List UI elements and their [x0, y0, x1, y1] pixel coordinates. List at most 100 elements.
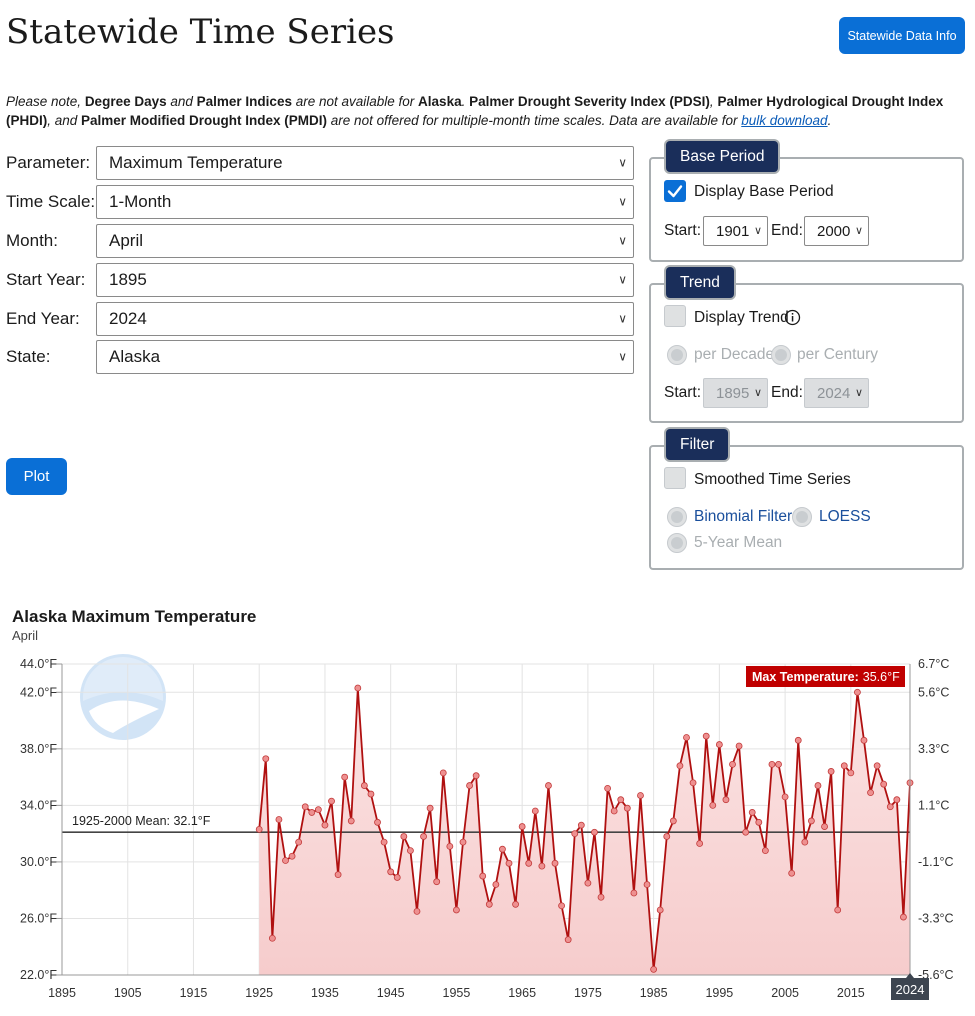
data-point[interactable] [459, 838, 467, 846]
data-point[interactable] [683, 734, 690, 741]
data-point[interactable] [867, 789, 874, 797]
data-point[interactable] [591, 828, 598, 836]
data-point[interactable] [781, 793, 789, 801]
data-point[interactable] [262, 755, 270, 763]
binomial-filter-radio[interactable] [667, 507, 687, 527]
data-point[interactable] [367, 790, 375, 798]
trend-end-select[interactable]: 2024 ∨ [804, 378, 869, 408]
data-point[interactable] [492, 881, 500, 888]
data-point[interactable] [518, 823, 526, 830]
data-point[interactable] [538, 862, 546, 870]
parameter-select[interactable]: Maximum Temperature ∨ [96, 146, 634, 180]
data-point[interactable] [847, 769, 855, 777]
data-point[interactable] [821, 823, 828, 830]
data-point[interactable] [748, 809, 756, 816]
month-select[interactable]: April ∨ [96, 224, 634, 258]
data-point[interactable] [341, 773, 349, 781]
per-decade-radio[interactable] [667, 345, 687, 365]
data-point[interactable] [347, 817, 355, 825]
data-point[interactable] [735, 742, 743, 750]
data-point[interactable] [505, 859, 513, 867]
data-point[interactable] [577, 821, 585, 829]
display-base-period-checkbox[interactable] [664, 180, 686, 202]
data-point[interactable] [321, 821, 329, 829]
plot-button[interactable]: Plot [6, 458, 67, 495]
data-point[interactable] [453, 906, 460, 914]
statewide-data-info-button[interactable]: Statewide Data Info [839, 17, 965, 54]
start-year-select[interactable]: 1895 ∨ [96, 263, 634, 297]
data-point[interactable] [564, 936, 572, 944]
five-year-mean-radio[interactable] [667, 533, 687, 553]
data-point[interactable] [295, 838, 303, 846]
data-point[interactable] [314, 806, 322, 814]
data-point[interactable] [551, 859, 559, 867]
display-trend-checkbox[interactable] [664, 305, 686, 327]
data-point[interactable] [873, 762, 881, 770]
data-point[interactable] [860, 736, 868, 744]
data-point[interactable] [630, 889, 638, 897]
data-point[interactable] [637, 792, 644, 799]
data-point[interactable] [893, 796, 901, 804]
data-point[interactable] [597, 893, 605, 901]
data-point[interactable] [834, 906, 842, 914]
data-point[interactable] [282, 857, 289, 864]
data-point[interactable] [643, 881, 651, 888]
data-point[interactable] [334, 871, 342, 879]
data-point[interactable] [525, 859, 533, 867]
trend-start-select[interactable]: 1895 ∨ [703, 378, 768, 408]
data-point[interactable] [788, 869, 796, 877]
data-point[interactable] [584, 879, 592, 887]
data-point[interactable] [446, 842, 454, 850]
base-end-select[interactable]: 2000 ∨ [804, 216, 869, 246]
data-point[interactable] [531, 807, 539, 815]
data-point[interactable] [380, 838, 388, 846]
data-point[interactable] [360, 782, 368, 789]
loess-radio[interactable] [792, 507, 812, 527]
data-point[interactable] [439, 769, 447, 777]
data-point[interactable] [288, 852, 296, 860]
data-point[interactable] [669, 817, 677, 825]
data-point[interactable] [854, 688, 861, 696]
data-point[interactable] [387, 868, 395, 876]
data-point[interactable] [374, 818, 381, 826]
data-point[interactable] [768, 760, 776, 768]
time-series-chart[interactable]: 1925-2000 Mean: 32.1°F 1895 1905 1915 1925 1… [0, 645, 975, 1016]
data-point[interactable] [886, 803, 894, 811]
data-point[interactable] [354, 684, 362, 692]
data-point[interactable] [499, 845, 506, 853]
data-point[interactable] [840, 762, 848, 770]
data-point[interactable] [301, 803, 309, 811]
data-point[interactable] [696, 840, 704, 847]
data-point[interactable] [742, 828, 750, 836]
data-point[interactable] [275, 816, 283, 823]
data-point[interactable] [558, 902, 565, 910]
data-point[interactable] [610, 807, 618, 815]
data-point[interactable] [400, 833, 408, 840]
data-point[interactable] [485, 900, 493, 908]
data-point[interactable] [755, 818, 763, 826]
data-point[interactable] [623, 804, 631, 812]
data-point[interactable] [472, 772, 480, 780]
data-point[interactable] [617, 796, 625, 804]
data-point[interactable] [393, 874, 401, 881]
data-point[interactable] [775, 760, 782, 768]
data-point[interactable] [676, 762, 684, 770]
data-point[interactable] [571, 830, 579, 838]
data-point[interactable] [420, 833, 427, 840]
bulk-download-link[interactable]: bulk download [741, 113, 828, 128]
data-point[interactable] [650, 965, 658, 973]
data-point[interactable] [479, 872, 487, 880]
data-point[interactable] [715, 741, 723, 748]
data-point[interactable] [880, 780, 888, 788]
data-point[interactable] [433, 878, 441, 886]
smoothed-time-series-checkbox[interactable] [664, 467, 686, 489]
data-point[interactable] [729, 760, 736, 768]
series-points[interactable] [255, 684, 914, 973]
data-point[interactable] [255, 825, 263, 833]
data-point[interactable] [663, 833, 671, 840]
per-century-radio[interactable] [771, 345, 791, 365]
data-point[interactable] [807, 817, 815, 825]
data-point[interactable] [794, 736, 802, 744]
data-point[interactable] [308, 809, 316, 816]
data-point[interactable] [827, 768, 835, 775]
